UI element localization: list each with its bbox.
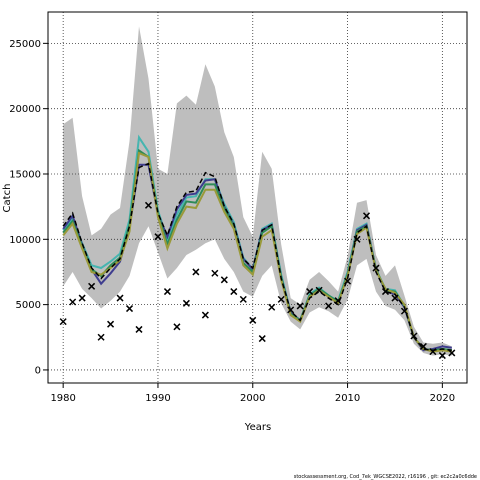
- observation-marker: [144, 201, 153, 209]
- observation-marker: [59, 318, 67, 326]
- observation-marker: [69, 298, 77, 306]
- confidence-band: [63, 26, 452, 356]
- observation-marker: [381, 288, 390, 296]
- observation-marker: [258, 335, 266, 343]
- observation-marker: [448, 349, 456, 357]
- observation-marker: [334, 297, 342, 305]
- x-tick-label: 2020: [430, 393, 455, 404]
- x-tick-label: 2010: [335, 393, 360, 404]
- observation-marker: [182, 299, 190, 307]
- observation-marker: [306, 288, 314, 296]
- observation-marker: [429, 348, 437, 356]
- x-axis-label: Years: [244, 422, 271, 433]
- observation-marker: [135, 325, 143, 333]
- observation-marker: [154, 233, 162, 241]
- observation-marker: [400, 307, 408, 315]
- observation-marker: [353, 235, 361, 243]
- y-tick-label: 0: [35, 365, 41, 376]
- observation-marker: [116, 294, 124, 302]
- y-axis-label: Catch: [2, 184, 13, 213]
- observation-marker: [107, 320, 115, 328]
- y-tick-label: 15000: [9, 169, 41, 180]
- observation-marker: [173, 323, 181, 331]
- observation-marker: [163, 288, 171, 296]
- observation-marker: [315, 286, 323, 294]
- observation-marker: [277, 295, 285, 303]
- observation-marker: [296, 302, 304, 310]
- y-tick-label: 10000: [9, 235, 41, 246]
- observation-marker: [410, 332, 418, 340]
- observation-marker: [268, 303, 276, 311]
- observation-marker: [78, 294, 86, 302]
- observation-marker: [125, 305, 134, 313]
- observation-marker: [438, 352, 446, 360]
- observation-marker: [344, 277, 352, 285]
- y-tick-label: 20000: [9, 104, 41, 115]
- observation-marker: [372, 264, 380, 272]
- observation-marker: [325, 302, 333, 310]
- y-tick-label: 25000: [9, 39, 41, 50]
- observation-marker: [201, 311, 209, 319]
- y-tick-label: 5000: [16, 300, 41, 311]
- x-tick-label: 1980: [50, 393, 75, 404]
- observation-marker: [192, 268, 200, 276]
- observation-marker: [239, 295, 247, 303]
- observation-marker: [211, 269, 219, 277]
- plot-area: [48, 12, 467, 383]
- observation-marker: [391, 294, 399, 302]
- observation-marker: [362, 212, 371, 220]
- observation-marker: [287, 306, 295, 314]
- x-tick-label: 1990: [145, 393, 170, 404]
- x-tick-label: 2000: [240, 393, 265, 404]
- series-line: [62, 162, 452, 352]
- observation-marker: [97, 333, 105, 341]
- footer: stockassessment.org, Cod_7ek_WGCSE2022, …: [294, 474, 477, 480]
- observation-marker: [249, 316, 257, 324]
- observation-marker: [88, 282, 96, 290]
- observation-marker: [230, 288, 238, 296]
- plot-frame: [47, 11, 468, 384]
- observation-marker: [220, 276, 228, 284]
- observation-marker: [419, 342, 427, 350]
